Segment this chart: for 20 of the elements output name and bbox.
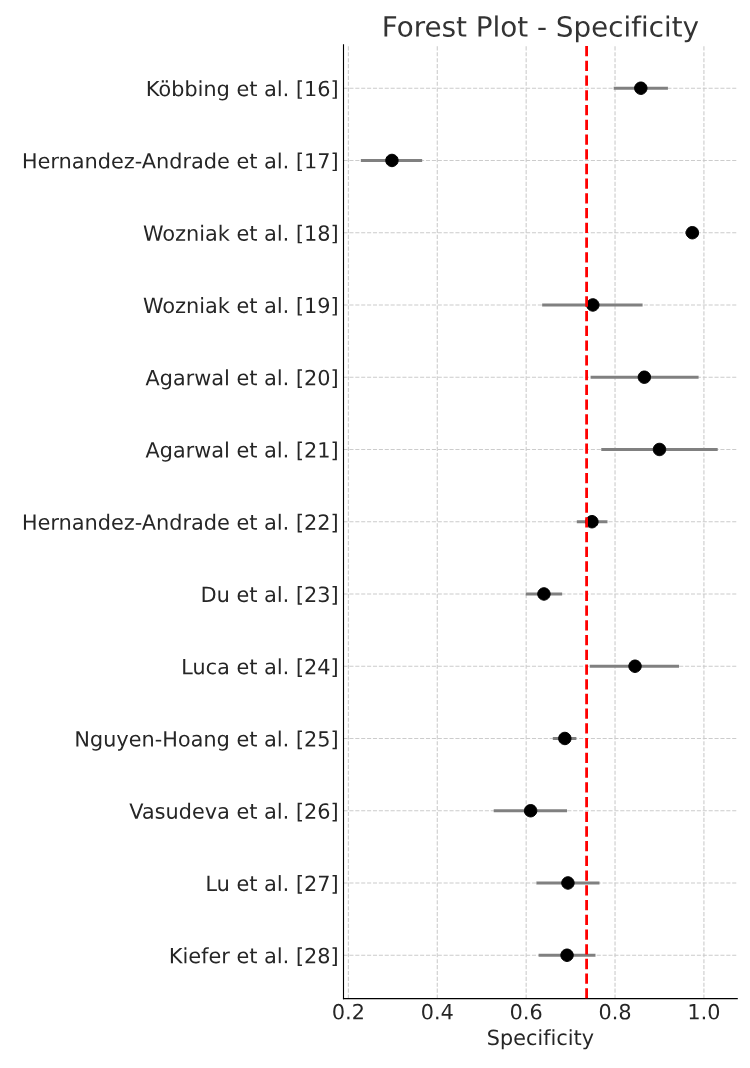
- x-tick-label: 0.6: [510, 1003, 542, 1020]
- y-tick-label: Köbbing et al. [16]: [147, 80, 337, 101]
- y-tick-label: Nguyen-Hoang et al. [25]: [76, 730, 337, 751]
- x-tick-label: 0.8: [599, 1003, 631, 1020]
- y-tick-label: Agarwal et al. [21]: [145, 441, 337, 462]
- y-tick-label: Agarwal et al. [20]: [145, 369, 337, 390]
- y-tick-label: Hernandez-Andrade et al. [22]: [23, 513, 337, 533]
- x-axis-title: Specificity: [488, 1029, 594, 1050]
- chart-title: Forest Plot - Specificity: [384, 15, 699, 43]
- y-tick-label: Hernandez-Andrade et al. [17]: [23, 152, 337, 172]
- y-tick-label: Lu et al. [27]: [207, 875, 337, 894]
- x-tick-label: 0.4: [422, 1003, 453, 1020]
- y-tick-label: Wozniak et al. [19]: [143, 297, 337, 316]
- x-tick-label: 0.2: [333, 1003, 363, 1020]
- y-tick-label: Wozniak et al. [18]: [143, 224, 337, 244]
- y-tick-label: Du et al. [23]: [202, 586, 337, 605]
- y-tick-label: Luca et al. [24]: [183, 658, 337, 677]
- x-tick-label: 1.0: [689, 1003, 720, 1020]
- y-tick-label: Vasudeva et al. [26]: [129, 802, 337, 822]
- y-tick-label: Kiefer et al. [28]: [170, 947, 337, 966]
